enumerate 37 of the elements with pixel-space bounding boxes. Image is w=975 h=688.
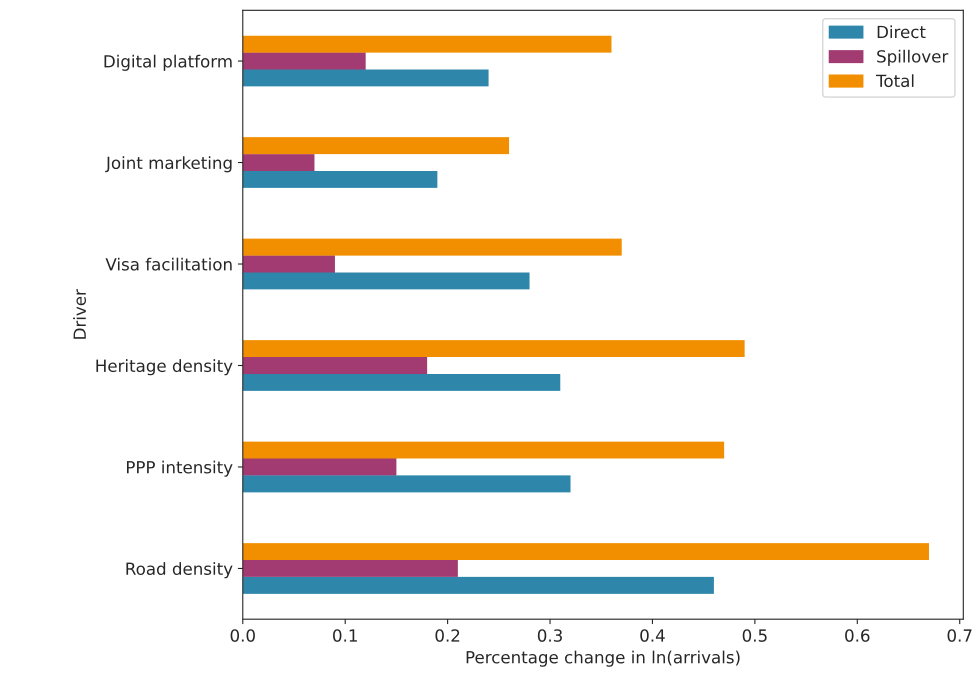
y-tick-label: Road density	[126, 562, 233, 578]
legend-label: Total	[876, 74, 914, 88]
y-tick-label: Heritage density	[96, 359, 233, 376]
bar	[242, 543, 929, 560]
x-axis-title: Percentage change in ln(arrivals)	[466, 650, 740, 667]
y-tick-label: Digital platform	[104, 54, 232, 71]
bar	[242, 272, 530, 290]
legend-label: Direct	[878, 25, 926, 38]
x-tick-label: 0.7	[948, 629, 972, 642]
bar	[242, 36, 612, 53]
y-tick-label: Joint marketing	[105, 156, 232, 172]
legend-label: Spillover	[877, 50, 948, 66]
bar	[242, 154, 314, 171]
bar	[242, 576, 714, 594]
bar	[242, 458, 396, 476]
bar	[242, 52, 366, 70]
bar	[242, 170, 438, 188]
bar	[242, 475, 571, 492]
bar	[242, 560, 458, 577]
x-tick-label: 0.0	[230, 629, 255, 642]
x-tick-label: 0.3	[538, 629, 562, 642]
bar	[242, 70, 489, 86]
y-tick-label: Visa facilitation	[106, 258, 232, 271]
x-tick-label: 0.1	[333, 629, 357, 642]
bar	[242, 238, 622, 256]
x-tick-label: 0.5	[742, 629, 767, 642]
bar	[242, 137, 510, 154]
x-tick-label: 0.4	[640, 629, 665, 642]
y-axis-title: Driver	[73, 289, 86, 339]
bar	[242, 357, 428, 374]
bar	[242, 256, 335, 272]
bar	[242, 442, 724, 459]
y-tick-label: PPP intensity	[126, 460, 233, 477]
bar	[242, 340, 745, 358]
x-tick-label: 0.6	[845, 629, 870, 642]
x-tick-label: 0.2	[435, 629, 460, 642]
bar	[242, 374, 560, 391]
